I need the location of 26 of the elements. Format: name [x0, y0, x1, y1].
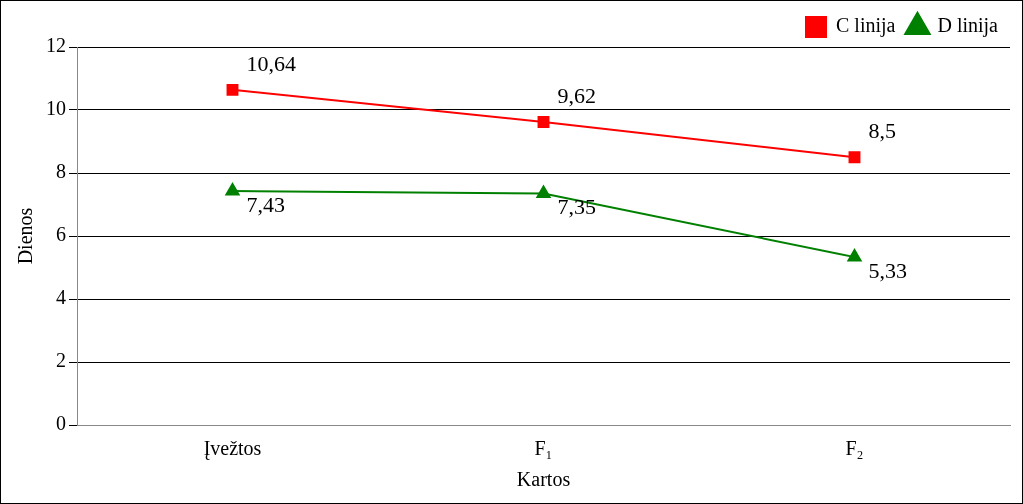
point — [226, 83, 239, 96]
point — [537, 116, 550, 128]
x-tick-label: Įvežtos — [203, 437, 262, 461]
data-label: 8,5 — [868, 118, 896, 144]
point — [848, 151, 861, 164]
legend-label: D linija — [937, 14, 999, 38]
data-label: 7,43 — [246, 191, 285, 217]
y-axis-title: Dienos — [14, 207, 37, 265]
point — [225, 182, 240, 196]
data-label: 7,35 — [557, 194, 596, 220]
y-tick-label: 12 — [46, 34, 66, 57]
legend-label: C linija — [836, 14, 896, 38]
y-tick-label: 2 — [56, 349, 66, 372]
data-label: 5,33 — [868, 257, 907, 283]
x-tick-label: F₂ — [845, 437, 864, 460]
y-tick-label: 10 — [46, 97, 66, 120]
data-label: 9,62 — [557, 82, 596, 108]
x-tick-label: F₁ — [534, 437, 553, 460]
data-label: 10,64 — [246, 50, 296, 76]
y-tick-label: 6 — [56, 223, 66, 246]
y-tick-label: 4 — [56, 286, 66, 309]
point — [536, 185, 551, 198]
y-tick-label: 0 — [56, 412, 66, 435]
x-axis-title: Kartos — [516, 468, 571, 491]
y-tick-label: 8 — [56, 160, 66, 183]
point — [847, 249, 862, 262]
